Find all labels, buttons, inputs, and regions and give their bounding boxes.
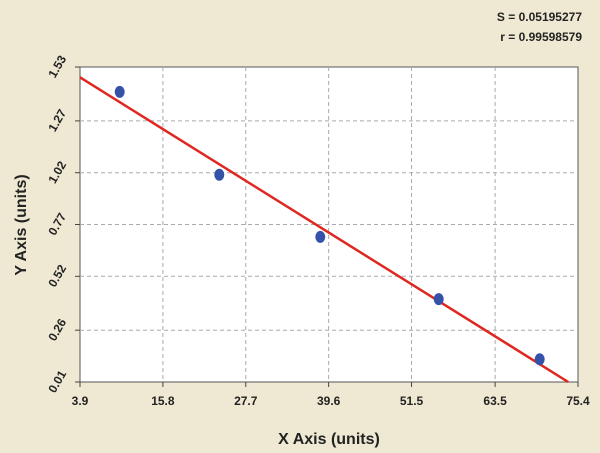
point [214, 168, 225, 181]
fit-line [79, 76, 569, 384]
y-tick-label: 0.77 [45, 210, 69, 238]
annotation: S = 0.05195277 [497, 10, 582, 24]
y-tick-label: 0.01 [45, 368, 69, 396]
x-tick-label: 27.7 [234, 394, 258, 408]
x-tick-label: 75.4 [566, 394, 590, 408]
x-axis-title: X Axis (units) [278, 431, 380, 448]
x-tick-label: 63.5 [483, 394, 507, 408]
y-tick-label: 1.53 [45, 53, 69, 81]
point [433, 293, 444, 306]
point [534, 353, 545, 366]
x-tick-label: 3.9 [72, 394, 89, 408]
annotation: r = 0.99598579 [500, 30, 582, 44]
y-tick-label: 0.26 [45, 316, 69, 344]
x-tick-label: 15.8 [151, 394, 175, 408]
y-tick-label: 1.02 [45, 158, 69, 186]
point [114, 85, 125, 98]
y-tick-label: 0.52 [45, 262, 69, 290]
x-tick-label: 51.5 [400, 394, 424, 408]
point [315, 230, 326, 243]
y-tick-label: 1.27 [45, 107, 69, 135]
y-axis-title: Y Axis (units) [13, 174, 30, 275]
x-tick-label: 39.6 [317, 394, 341, 408]
